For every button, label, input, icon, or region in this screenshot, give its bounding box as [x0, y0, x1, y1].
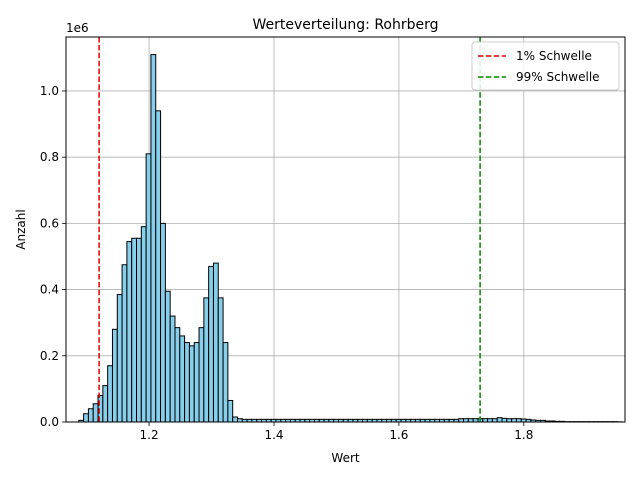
x-axis-ticks: 1.2 1.4 1.6 1.8 [140, 422, 533, 442]
legend-box [471, 41, 620, 91]
histogram-bar-88 [501, 417, 508, 423]
histogram-bar-19 [169, 315, 176, 423]
histogram-bar-30 [222, 342, 229, 423]
reference-lines [98, 37, 481, 422]
histogram-bar-6 [107, 365, 113, 423]
y-tick-label-2: 0.4 [40, 283, 59, 297]
histogram-bar-8 [116, 294, 123, 423]
histogram-bar-25 [198, 327, 205, 423]
y-tick-label-3: 0.6 [40, 216, 59, 230]
legend-label-99pct: 99% Schwelle [516, 70, 600, 84]
histogram-bar-29 [217, 297, 224, 423]
histogram-bar-13 [140, 226, 147, 423]
histogram-bar-26 [203, 297, 210, 423]
y-scale-label: 1e6 [66, 21, 89, 35]
histogram-bar-18 [164, 290, 171, 423]
y-tick-label-4: 0.8 [40, 150, 59, 164]
histogram-bar-16 [155, 110, 162, 423]
histogram-bar-87 [496, 417, 503, 423]
histogram-bar-1 [83, 413, 89, 423]
histogram-bar-10 [126, 241, 133, 423]
x-axis-title: Wert [331, 451, 359, 465]
histogram-bar-3 [92, 403, 99, 423]
histogram-bar-32 [232, 416, 239, 423]
histogram-bar-28 [212, 262, 219, 423]
x-tick-label-1: 1.4 [264, 428, 283, 442]
histogram-bar-12 [136, 237, 142, 423]
y-tick-label-5: 1.0 [40, 84, 59, 98]
histogram-bar-9 [121, 264, 128, 423]
plot-frame [65, 36, 626, 423]
x-tick-label-2: 1.6 [389, 428, 408, 442]
histogram-bars [78, 54, 623, 423]
histogram-bar-23 [188, 345, 195, 423]
histogram-bar-11 [131, 237, 138, 423]
histogram-bar-21 [179, 335, 186, 423]
histogram-bar-2 [87, 408, 94, 423]
x-tick-label-0: 1.2 [140, 428, 159, 442]
histogram-bar-17 [160, 222, 166, 423]
histogram-bar-7 [111, 328, 118, 423]
chart-title: Werteverteilung: Rohrberg [252, 17, 438, 33]
legend-label-1pct: 1% Schwelle [516, 49, 592, 63]
histogram-bar-22 [184, 342, 190, 423]
histogram-bar-27 [208, 265, 214, 423]
histogram-bar-5 [102, 385, 109, 423]
legend: 1% Schwelle 99% Schwelle [471, 41, 620, 91]
histogram-bar-31 [227, 399, 234, 423]
y-axis-ticks: 0.0 0.2 0.4 0.6 0.8 1.0 [40, 84, 66, 429]
x-tick-label-3: 1.8 [514, 428, 533, 442]
y-tick-label-1: 0.2 [40, 349, 59, 363]
histogram-bar-24 [193, 342, 200, 423]
histogram-bar-20 [174, 327, 181, 423]
y-axis-title: Anzahl [14, 209, 28, 249]
histogram-bar-15 [150, 54, 157, 423]
histogram-bar-14 [145, 153, 152, 423]
y-tick-label-0: 0.0 [40, 415, 59, 429]
